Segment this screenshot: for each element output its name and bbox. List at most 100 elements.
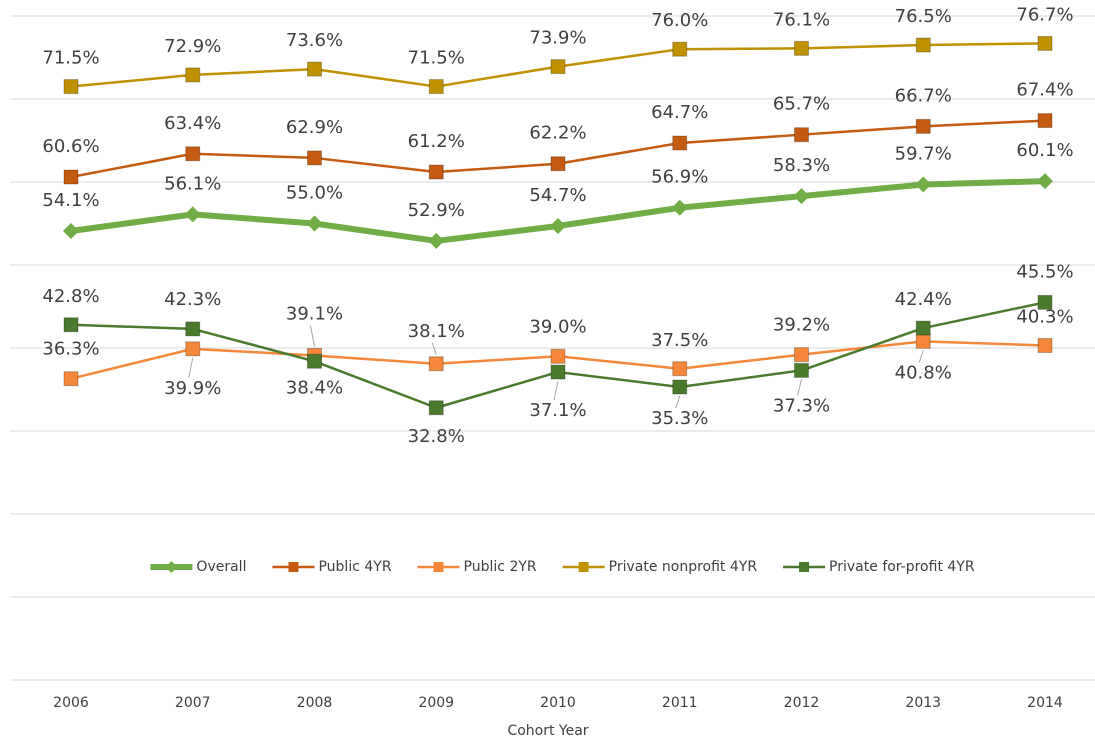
marker xyxy=(915,118,931,134)
data-label: 39.2% xyxy=(773,315,830,336)
data-label: 64.7% xyxy=(651,102,708,123)
x-tick-label: 2014 xyxy=(1027,695,1063,711)
legend-item: Private nonprofit 4YR xyxy=(562,559,758,575)
data-label: 62.9% xyxy=(286,117,343,138)
data-label: 38.4% xyxy=(286,377,343,398)
legend-label: Private nonprofit 4YR xyxy=(609,559,758,575)
marker xyxy=(671,199,688,216)
marker xyxy=(915,37,931,53)
series xyxy=(63,35,1053,95)
marker xyxy=(672,135,688,151)
legend-item: Public 4YR xyxy=(272,559,392,575)
marker xyxy=(1037,35,1053,51)
x-tick-label: 2011 xyxy=(662,695,698,711)
marker xyxy=(915,320,931,336)
marker xyxy=(185,146,201,162)
data-label: 39.9% xyxy=(164,378,221,399)
data-label: 67.4% xyxy=(1016,80,1073,101)
data-label: 54.1% xyxy=(42,190,99,211)
marker xyxy=(915,176,932,193)
x-tick-label: 2013 xyxy=(905,695,941,711)
marker xyxy=(915,333,931,349)
data-label: 56.9% xyxy=(651,167,708,188)
legend-item: Private for-profit 4YR xyxy=(783,559,975,575)
x-tick-label: 2009 xyxy=(418,695,454,711)
data-label: 63.4% xyxy=(164,113,221,134)
marker xyxy=(63,317,79,333)
data-label: 42.4% xyxy=(895,289,952,310)
marker xyxy=(428,79,444,95)
marker xyxy=(794,347,809,363)
data-label: 56.1% xyxy=(164,173,221,194)
marker xyxy=(793,188,810,205)
marker xyxy=(794,40,809,56)
marker xyxy=(63,169,79,185)
leader-line xyxy=(188,357,194,378)
data-label: 54.7% xyxy=(529,185,586,206)
data-label: 40.3% xyxy=(1016,307,1073,328)
data-label: 32.8% xyxy=(408,426,465,447)
data-label: 42.3% xyxy=(164,289,221,310)
data-label: 76.7% xyxy=(1016,4,1073,25)
marker xyxy=(185,341,201,357)
data-label: 38.1% xyxy=(408,321,465,342)
marker xyxy=(306,215,323,232)
legend-marker xyxy=(433,562,444,572)
series xyxy=(63,173,1053,249)
marker xyxy=(550,217,566,234)
data-label: 39.1% xyxy=(286,303,343,324)
data-label: 36.3% xyxy=(42,339,99,360)
legend-item: Overall xyxy=(150,559,246,575)
marker xyxy=(672,361,688,377)
data-label: 52.9% xyxy=(408,200,465,221)
legend-marker xyxy=(165,561,178,573)
marker xyxy=(307,150,322,166)
data-label: 73.6% xyxy=(286,30,343,51)
marker xyxy=(428,232,445,249)
marker xyxy=(185,67,201,83)
data-label: 62.2% xyxy=(529,123,586,144)
data-label: 60.6% xyxy=(42,136,99,157)
data-label: 37.5% xyxy=(651,330,708,351)
data-label: 45.5% xyxy=(1016,261,1073,282)
legend-marker xyxy=(799,562,810,572)
marker xyxy=(307,61,322,77)
marker xyxy=(63,79,79,95)
marker xyxy=(672,41,688,57)
leader-line xyxy=(553,380,559,401)
legend-label: Public 2YR xyxy=(464,559,537,575)
data-label: 76.5% xyxy=(895,6,952,27)
x-tick-label: 2007 xyxy=(175,695,211,711)
marker xyxy=(428,356,444,372)
marker xyxy=(1037,294,1053,310)
marker xyxy=(550,364,566,380)
leader-line xyxy=(675,395,681,409)
marker xyxy=(307,353,322,369)
leader-line xyxy=(918,350,924,363)
data-label: 42.8% xyxy=(42,286,99,307)
marker xyxy=(794,127,809,143)
data-label: 71.5% xyxy=(42,48,99,69)
data-label: 76.0% xyxy=(651,10,708,31)
data-label: 71.5% xyxy=(408,48,465,69)
marker xyxy=(672,379,688,395)
legend-label: Public 4YR xyxy=(318,559,391,575)
marker xyxy=(794,362,809,378)
marker xyxy=(550,156,566,172)
marker xyxy=(550,348,566,364)
series xyxy=(63,113,1053,185)
x-tick-label: 2010 xyxy=(540,695,576,711)
marker xyxy=(1037,338,1053,354)
marker xyxy=(63,371,79,387)
data-label: 37.1% xyxy=(529,400,586,421)
data-label: 76.1% xyxy=(773,9,830,30)
x-axis-title: Cohort Year xyxy=(507,723,588,739)
data-label: 61.2% xyxy=(408,131,465,152)
legend-item: Public 2YR xyxy=(417,559,537,575)
legend: Overall Public 4YR Public 2YR Private nonpr… xyxy=(150,559,975,575)
data-label: 37.3% xyxy=(773,395,830,416)
marker xyxy=(63,222,79,239)
marker xyxy=(428,400,444,416)
